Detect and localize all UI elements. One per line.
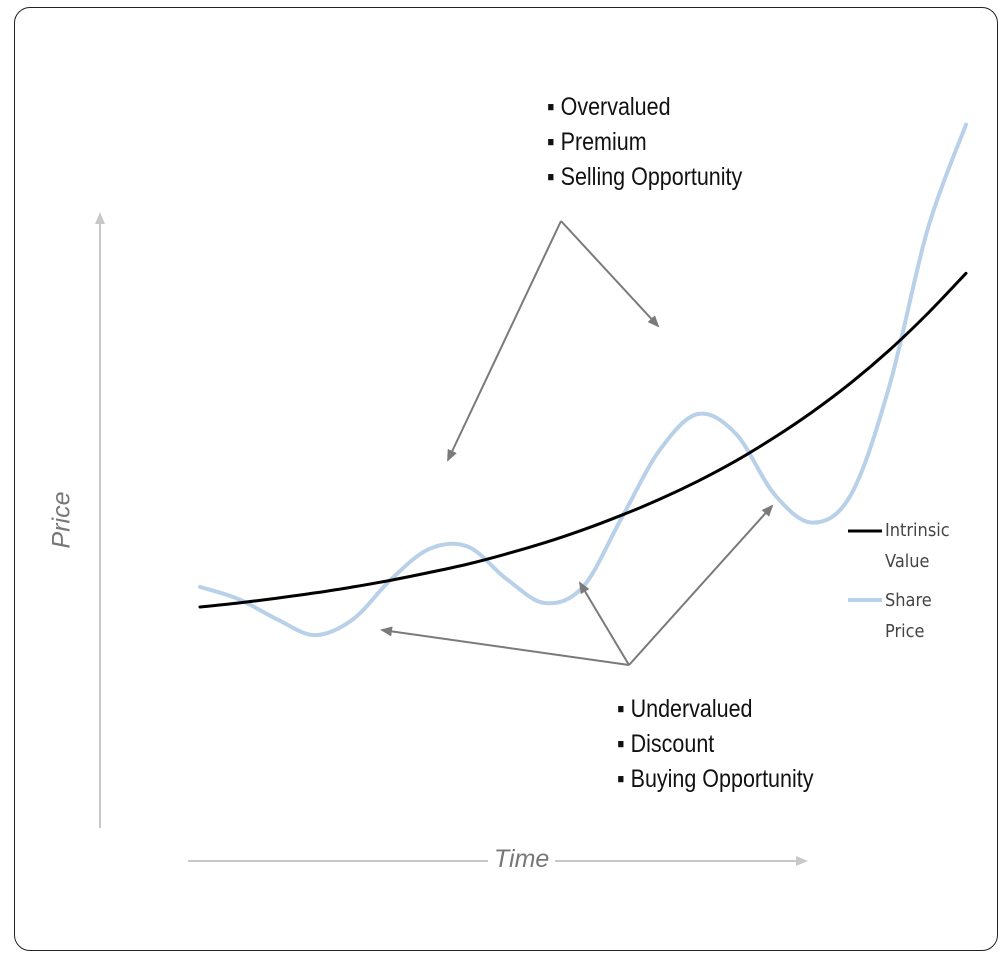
y-axis-title: Price xyxy=(47,485,77,555)
legend-label-share-price: Share Price xyxy=(885,585,932,647)
annotation-undervalued: Undervalued Discount Buying Opportunity xyxy=(617,692,814,797)
series-line-intrinsic-value xyxy=(198,271,968,609)
legend-intrinsic-line-2: Value xyxy=(885,551,930,572)
x-axis-title: Time xyxy=(488,845,556,874)
arrow-overvalued-left xyxy=(447,220,562,462)
arrow-overvalued-right xyxy=(560,220,660,328)
chart-frame xyxy=(14,7,998,951)
annotation-undervalued-line-3: Buying Opportunity xyxy=(617,762,814,797)
series-line-share-price xyxy=(198,122,968,638)
annotation-overvalued-line-1: Overvalued xyxy=(547,90,742,125)
annotation-arrows xyxy=(380,220,774,666)
annotation-overvalued-line-2: Premium xyxy=(547,125,742,160)
legend-share-line-1: Share xyxy=(885,590,932,611)
series-layer xyxy=(198,122,968,638)
arrow-undervalued-right xyxy=(628,504,774,666)
annotation-overvalued-line-3: Selling Opportunity xyxy=(547,160,743,195)
annotation-undervalued-line-2: Discount xyxy=(617,727,813,762)
annotation-undervalued-line-1: Undervalued xyxy=(617,692,813,727)
arrow-undervalued-mid xyxy=(578,581,630,666)
legend-label-intrinsic-value: Intrinsic Value xyxy=(885,515,950,577)
arrow-undervalued-left xyxy=(380,626,630,666)
legend-share-line-2: Price xyxy=(885,621,925,642)
annotation-overvalued: Overvalued Premium Selling Opportunity xyxy=(547,90,743,195)
legend-intrinsic-line-1: Intrinsic xyxy=(885,520,950,541)
